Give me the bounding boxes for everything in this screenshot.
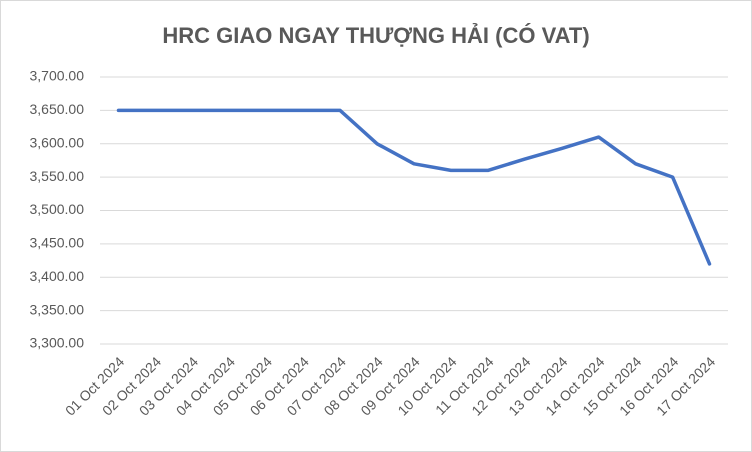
- y-tick-label: 3,450.00: [30, 235, 85, 251]
- chart-title: HRC GIAO NGAY THƯỢNG HẢI (CÓ VAT): [162, 23, 589, 48]
- y-tick-label: 3,500.00: [30, 201, 85, 217]
- y-tick-label: 3,300.00: [30, 335, 85, 351]
- y-tick-label: 3,550.00: [30, 168, 85, 184]
- data-line: [116, 108, 712, 266]
- y-tick-label: 3,400.00: [30, 268, 85, 284]
- y-tick-label: 3,650.00: [30, 101, 85, 117]
- y-tick-label: 3,700.00: [30, 68, 85, 84]
- y-tick-label: 3,600.00: [30, 134, 85, 150]
- y-tick-label: 3,350.00: [30, 301, 85, 317]
